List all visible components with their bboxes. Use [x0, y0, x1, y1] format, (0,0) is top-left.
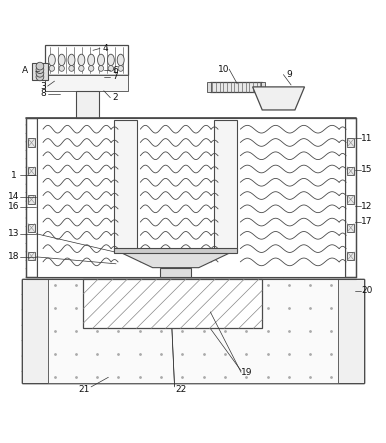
- Text: 16: 16: [8, 202, 19, 211]
- Text: 6: 6: [112, 66, 118, 75]
- Text: A: A: [22, 66, 28, 75]
- Bar: [83, 279, 262, 328]
- Text: 2: 2: [112, 93, 118, 102]
- Ellipse shape: [108, 66, 113, 71]
- Bar: [28, 167, 35, 175]
- Text: 8: 8: [40, 89, 46, 98]
- Circle shape: [36, 73, 44, 81]
- Ellipse shape: [117, 54, 124, 66]
- Ellipse shape: [59, 66, 64, 71]
- Bar: [28, 138, 35, 147]
- Text: 3: 3: [40, 82, 46, 91]
- Text: 12: 12: [361, 202, 372, 210]
- Polygon shape: [252, 87, 305, 110]
- Circle shape: [36, 66, 44, 74]
- Bar: [207, 82, 211, 92]
- Bar: [114, 120, 137, 252]
- Text: 19: 19: [241, 368, 252, 377]
- Circle shape: [36, 62, 44, 70]
- Bar: [347, 138, 354, 147]
- Text: 13: 13: [8, 229, 19, 238]
- Text: 7: 7: [112, 72, 118, 82]
- Ellipse shape: [78, 54, 85, 66]
- Ellipse shape: [69, 66, 74, 71]
- Text: 11: 11: [361, 134, 372, 143]
- Polygon shape: [122, 253, 230, 268]
- Text: 15: 15: [361, 165, 372, 174]
- Bar: [160, 268, 191, 277]
- Text: 20: 20: [361, 286, 372, 295]
- Bar: [45, 45, 128, 75]
- Ellipse shape: [79, 66, 84, 71]
- Bar: [347, 167, 354, 175]
- Bar: [48, 279, 338, 383]
- Bar: [22, 279, 364, 383]
- Bar: [32, 63, 47, 80]
- Ellipse shape: [58, 54, 65, 66]
- Text: 21: 21: [79, 385, 90, 394]
- Bar: [347, 252, 354, 260]
- Ellipse shape: [68, 54, 75, 66]
- Ellipse shape: [48, 54, 55, 66]
- Text: 14: 14: [8, 192, 19, 201]
- Bar: [22, 279, 48, 383]
- Bar: [37, 118, 345, 277]
- Bar: [45, 75, 128, 91]
- Bar: [261, 82, 265, 92]
- Text: 1: 1: [10, 171, 16, 180]
- Text: 4: 4: [103, 44, 108, 53]
- Bar: [28, 224, 35, 232]
- Ellipse shape: [98, 54, 105, 66]
- Ellipse shape: [98, 66, 104, 71]
- Text: 22: 22: [175, 385, 186, 394]
- Bar: [347, 195, 354, 204]
- Polygon shape: [45, 75, 128, 91]
- Ellipse shape: [88, 54, 95, 66]
- Ellipse shape: [118, 66, 124, 71]
- Text: 18: 18: [8, 253, 19, 261]
- Ellipse shape: [88, 66, 94, 71]
- Bar: [26, 118, 37, 277]
- Bar: [345, 118, 356, 277]
- Bar: [210, 82, 262, 92]
- Bar: [338, 279, 364, 383]
- Bar: [28, 252, 35, 260]
- Circle shape: [36, 70, 44, 77]
- Bar: [347, 224, 354, 232]
- Bar: [214, 120, 237, 252]
- Ellipse shape: [107, 54, 114, 66]
- Text: 10: 10: [218, 65, 230, 74]
- Bar: [114, 249, 237, 253]
- Text: 17: 17: [361, 217, 372, 226]
- Ellipse shape: [49, 66, 54, 71]
- Text: 9: 9: [286, 70, 292, 79]
- Bar: [76, 91, 99, 118]
- Bar: [28, 195, 35, 204]
- Bar: [22, 279, 364, 383]
